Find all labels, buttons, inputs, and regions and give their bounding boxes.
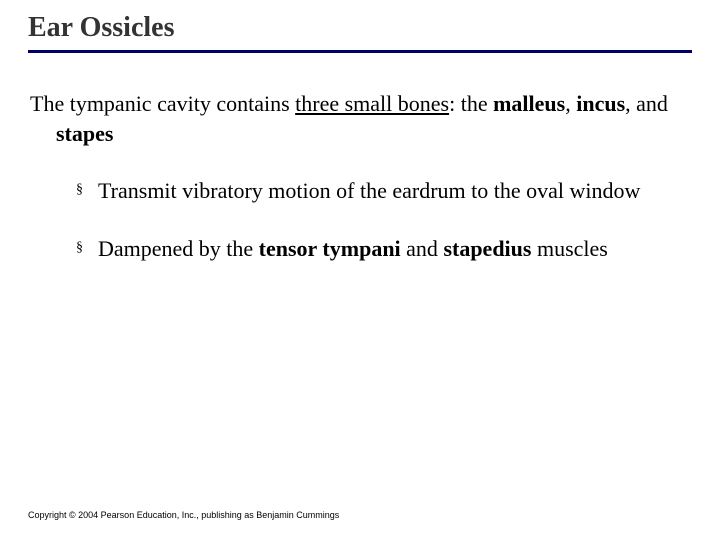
title-divider [28,50,692,53]
bullet-marker-icon: § [76,176,98,206]
intro-seg-1: The tympanic cavity contains [30,91,295,116]
intro-bold-malleus: malleus [493,91,565,116]
bullet-bold-stapedius: stapedius [443,236,531,261]
slide: Ear Ossicles The tympanic cavity contain… [0,0,720,540]
bullet-text: Dampened by the tensor tympani and stape… [98,234,672,264]
bullet-list: § Transmit vibratory motion of the eardr… [76,176,692,263]
bullet-seg-3: and [401,236,444,261]
bullet-seg: Transmit vibratory motion of the eardrum… [98,178,640,203]
bullet-text: Transmit vibratory motion of the eardrum… [98,176,672,206]
intro-seg-3: : the [449,91,493,116]
intro-seg-5: , [565,91,576,116]
bullet-item: § Dampened by the tensor tympani and sta… [76,234,672,264]
copyright-text: Copyright © 2004 Pearson Education, Inc.… [28,510,339,520]
slide-title: Ear Ossicles [28,12,692,48]
intro-bold-stapes: stapes [56,121,113,146]
bullet-seg-5: muscles [531,236,607,261]
bullet-seg-1: Dampened by the [98,236,259,261]
intro-bold-incus: incus [576,91,625,116]
bullet-bold-tensor: tensor tympani [259,236,401,261]
bullet-item: § Transmit vibratory motion of the eardr… [76,176,672,206]
intro-seg-7: , and [625,91,668,116]
bullet-marker-icon: § [76,234,98,264]
intro-underline: three small bones [295,91,449,116]
intro-paragraph: The tympanic cavity contains three small… [30,89,692,148]
